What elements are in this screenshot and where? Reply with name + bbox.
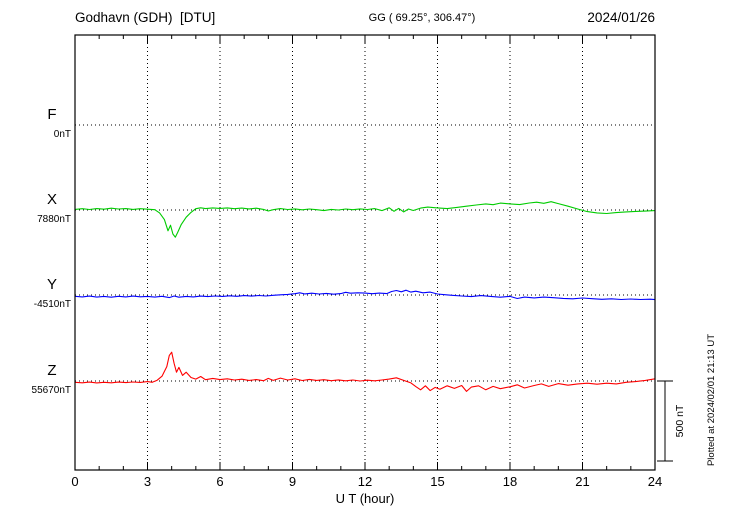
x-tick-label: 12	[358, 474, 372, 489]
series-baseline-value-Z: 55670nT	[32, 385, 71, 396]
x-tick-label: 15	[430, 474, 444, 489]
series-baseline-value-X: 7880nT	[37, 214, 71, 225]
x-axis-label: U T (hour)	[336, 491, 395, 506]
scalebar-label: 500 nT	[674, 404, 686, 437]
x-tick-label: 21	[575, 474, 589, 489]
series-letter-Y: Y	[47, 276, 57, 293]
geographic-coordinates: GG ( 69.25°, 306.47°)	[369, 12, 476, 24]
chart-generated-layer: 0 3 6 9 12 15 18 21 24 F 0nT X 7880nT Y -4510nT Z 55670n…	[32, 35, 673, 489]
plotted-at-note: Plotted at 2024/02/01 21:13 UT	[706, 334, 717, 466]
series-baseline-value-Y: -4510nT	[34, 299, 71, 310]
x-tick-label: 9	[289, 474, 296, 489]
series-letter-F: F	[47, 106, 56, 123]
trace-Y	[74, 289, 656, 301]
plot-frame	[74, 34, 656, 471]
series-letter-X: X	[47, 191, 57, 208]
trace-X	[74, 201, 656, 238]
plot-date: 2024/01/26	[587, 10, 655, 25]
series-baseline-value-F: 0nT	[54, 129, 71, 140]
series-letter-Z: Z	[47, 362, 56, 379]
station-title: Godhavn (GDH) [DTU]	[75, 10, 215, 25]
x-tick-label: 0	[71, 474, 78, 489]
x-tick-label: 18	[503, 474, 517, 489]
x-tick-label: 3	[144, 474, 151, 489]
x-tick-label: 6	[216, 474, 223, 489]
x-tick-label: 24	[648, 474, 662, 489]
trace-Z	[74, 351, 656, 392]
